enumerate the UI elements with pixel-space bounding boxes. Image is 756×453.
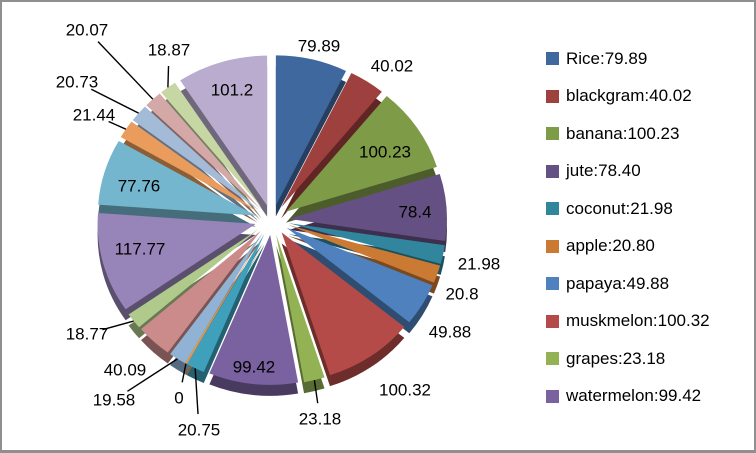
slice-label: 77.76: [118, 177, 161, 196]
pie-slice: [128, 229, 259, 328]
slice-label: 18.87: [148, 41, 191, 60]
pie-slice: [286, 95, 437, 212]
pie-slice: [281, 73, 382, 208]
label-leader-line: [194, 368, 199, 415]
legend-label: grapes:23.18: [566, 348, 666, 368]
pie-slice: [275, 55, 347, 206]
slice-label: 40.09: [104, 361, 147, 380]
legend-item: papaya:49.88: [546, 265, 746, 303]
label-leader-line: [90, 88, 139, 114]
legend-label: blackgram:40.02: [566, 86, 692, 106]
pie-slice: [120, 121, 258, 212]
slice-label: 19.58: [93, 391, 136, 410]
legend-swatch: [546, 52, 559, 66]
slice-label: 21.44: [73, 106, 116, 125]
pie-slice: [286, 227, 433, 323]
slice-label: 78.4: [398, 203, 431, 222]
legend-label: apple:20.80: [566, 236, 655, 256]
label-leader-line: [97, 41, 154, 100]
pie-slice: [146, 93, 261, 210]
legend-item: jute:78.40: [546, 153, 746, 191]
legend-item: muskmelon:100.32: [546, 303, 746, 341]
label-leader-line: [127, 358, 178, 392]
slice-label: 20.8: [445, 285, 478, 304]
pie-slice: [170, 232, 263, 364]
legend-swatch: [546, 127, 559, 141]
legend-label: muskmelon:100.32: [566, 311, 710, 331]
slice-label: 79.89: [298, 37, 341, 56]
legend-swatch: [546, 164, 559, 178]
pie-chart: 79.89 40.02 100.23 78.4 21.98 20.8 49.88 100.32…: [56, 21, 501, 440]
legend-swatch: [546, 89, 559, 103]
pie-slice: [184, 233, 264, 365]
slice-label: 49.88: [429, 323, 472, 342]
legend-label: banana:100.23: [566, 123, 680, 143]
slice-label: 101.2: [211, 81, 254, 100]
legend-swatch: [546, 239, 559, 253]
legend-item: blackgram:40.02: [546, 78, 746, 116]
label-leader-line: [108, 120, 127, 130]
slice-label: 100.32: [379, 381, 431, 400]
pie-slice: [132, 106, 260, 211]
legend-item: watermelon:99.42: [546, 378, 746, 416]
slice-label: 20.07: [66, 21, 109, 40]
pie-slice: [288, 174, 447, 242]
pie-slice: [288, 224, 441, 283]
pie-slice: [161, 82, 262, 208]
pie-slice: [140, 231, 261, 353]
slice-label: 23.18: [299, 410, 342, 429]
legend-swatch: [546, 202, 559, 216]
slice-label: 100.23: [359, 143, 411, 162]
slice-label: 18.77: [66, 325, 109, 344]
pie-slice: [288, 223, 445, 264]
label-leader-line: [102, 320, 134, 331]
legend-item: apple:20.80: [546, 228, 746, 266]
legend-item: grapes:23.18: [546, 340, 746, 378]
pie-slice: [209, 234, 299, 385]
legend-label: coconut:21.98: [566, 198, 673, 218]
legend-swatch: [546, 352, 559, 366]
legend-item: banana:100.23: [546, 115, 746, 153]
legend-item: coconut:21.98: [546, 190, 746, 228]
legend-swatch: [546, 277, 559, 291]
legend-label: papaya:49.88: [566, 273, 670, 293]
pie-slice: [186, 233, 265, 372]
slice-label: 40.02: [371, 57, 414, 76]
slice-label: 117.77: [115, 240, 166, 259]
legend-label: jute:78.40: [566, 161, 641, 181]
label-leader-line: [181, 363, 187, 383]
pie-slice: [97, 212, 256, 310]
legend-swatch: [546, 314, 559, 328]
slice-label: 99.42: [233, 358, 276, 377]
legend-item: Rice:79.89: [546, 40, 746, 78]
slice-label: 21.98: [458, 255, 501, 274]
legend-label: Rice:79.89: [566, 48, 648, 68]
legend: Rice:79.89 blackgram:40.02 banana:100.23 ju…: [546, 40, 746, 415]
pie-slice: [98, 140, 256, 216]
label-leader-line: [167, 65, 170, 88]
label-leader-line: [313, 379, 319, 404]
slice-label: 20.75: [178, 421, 221, 440]
slice-label: 20.73: [56, 73, 99, 92]
pie-slice: [276, 234, 325, 383]
pie-slice: [180, 55, 268, 206]
legend-label: watermelon:99.42: [566, 386, 702, 406]
pie-slice: [281, 232, 405, 376]
slice-label: 0: [174, 389, 183, 408]
legend-swatch: [546, 389, 559, 403]
